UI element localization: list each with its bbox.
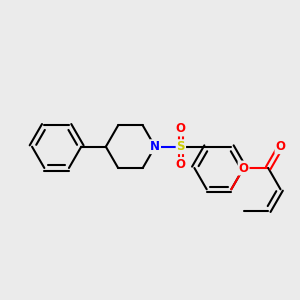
Text: O: O [275,140,286,153]
Text: O: O [176,122,186,136]
Text: O: O [176,158,186,171]
Text: N: N [150,140,160,153]
Text: O: O [238,161,249,175]
Text: S: S [177,140,185,153]
